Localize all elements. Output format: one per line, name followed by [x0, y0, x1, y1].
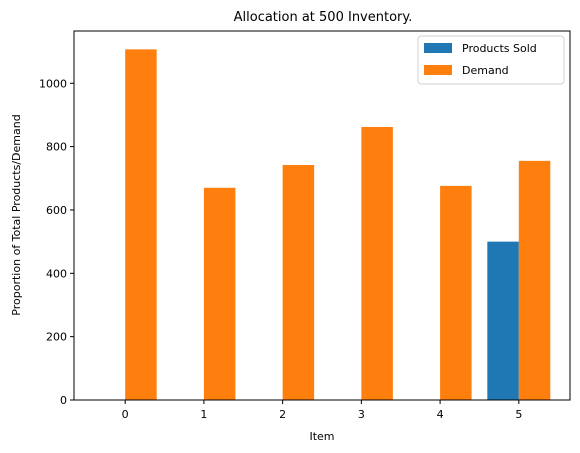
y-tick-label: 800: [46, 141, 67, 154]
plot-frame: [73, 30, 571, 401]
bar-demand-item-2: [282, 164, 315, 400]
y-tick-label: 0: [60, 394, 67, 407]
legend-swatch-demand: [424, 65, 452, 75]
x-axis-label: Item: [309, 430, 334, 443]
bar-demand-item-0: [125, 49, 157, 400]
legend: Products Sold Demand: [417, 35, 565, 85]
y-tick-label: 1000: [39, 77, 67, 90]
legend-swatch-products-sold: [424, 43, 452, 53]
y-axis-label: Proportion of Total Products/Demand: [10, 114, 23, 315]
bar-demand-item-5: [518, 160, 551, 400]
x-axis-ticks: 0 1 2 3 4 5: [122, 400, 522, 421]
x-tick-label: 5: [515, 408, 522, 421]
x-tick-label: 2: [279, 408, 286, 421]
chart-title: Allocation at 500 Inventory.: [234, 10, 413, 25]
y-tick-label: 400: [46, 267, 67, 280]
x-tick-label: 0: [122, 408, 129, 421]
y-axis-ticks: 0 200 400 600 800 1000: [39, 77, 74, 407]
x-tick-label: 4: [437, 408, 444, 421]
bar-demand-item-3: [361, 126, 393, 400]
x-tick-label: 3: [358, 408, 365, 421]
bar-demand-item-1: [203, 187, 236, 400]
y-tick-label: 200: [46, 331, 67, 344]
legend-label-products-sold: Products Sold: [462, 42, 537, 55]
legend-box: [417, 35, 565, 85]
bar-demand-item-4: [440, 185, 472, 400]
x-tick-label: 1: [200, 408, 207, 421]
y-tick-label: 600: [46, 204, 67, 217]
legend-label-demand: Demand: [462, 64, 509, 77]
bar-products-sold-item-5: [487, 241, 519, 400]
bars-group: [125, 49, 551, 400]
